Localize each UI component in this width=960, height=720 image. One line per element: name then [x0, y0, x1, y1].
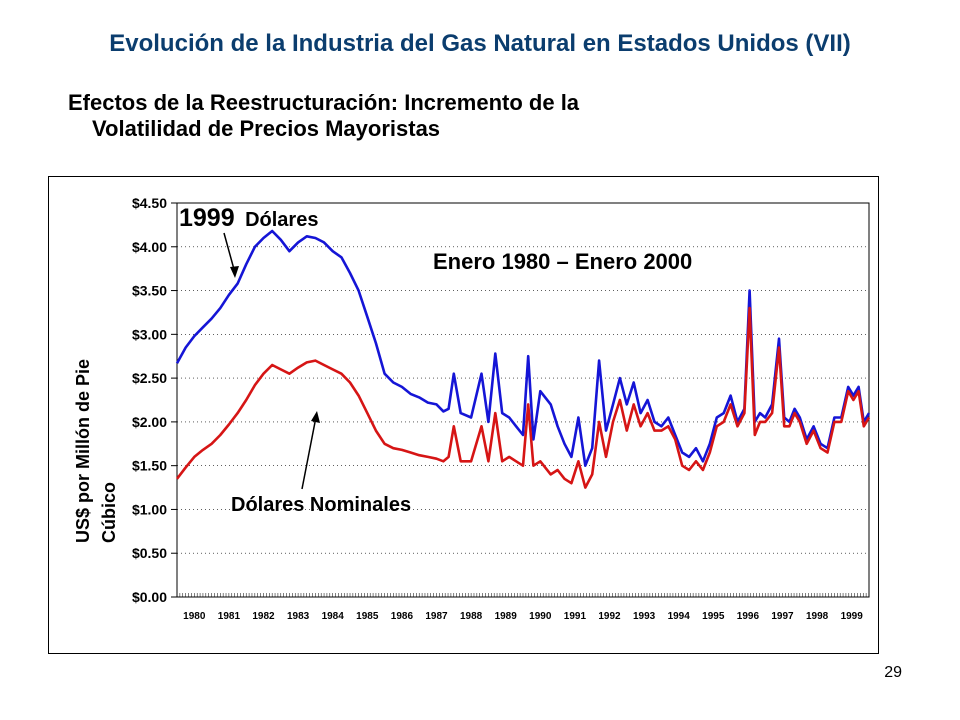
- y-tick-label: $0.50: [132, 545, 167, 561]
- x-tick-label: 1989: [495, 611, 518, 622]
- y-tick-label: $0.00: [132, 589, 167, 605]
- x-tick-label: 1993: [633, 611, 656, 622]
- series-lines: [175, 229, 871, 489]
- chart-frame: $0.00 $0.50 $1.00 $1.50 $2.00 $2.50 $3.00 $3.50…: [48, 176, 879, 654]
- page-number: 29: [884, 664, 902, 681]
- nominal-label-arrow: [301, 411, 320, 490]
- x-tick-label: 1985: [356, 611, 379, 622]
- series-line-nominal: [175, 306, 871, 489]
- chart-title: Enero 1980 – Enero 2000: [433, 249, 692, 274]
- y-tick-label: $3.00: [132, 326, 167, 342]
- y-axis-label-line-1: US$ por Millón de Pie: [73, 359, 93, 543]
- subtitle-line-1: Efectos de la Reestructuración: Incremen…: [68, 90, 580, 115]
- x-tick-label: 1990: [529, 611, 552, 622]
- x-tick-label: 1999: [841, 611, 864, 622]
- nominal-dollars-label: Dólares Nominales: [231, 494, 411, 516]
- x-tick-label: 1986: [391, 611, 414, 622]
- slide-subtitle: Efectos de la Reestructuración: Incremen…: [68, 90, 579, 142]
- y-tick-label: $2.50: [132, 370, 167, 386]
- real-dollars-label: 1999 Dólares: [179, 204, 318, 232]
- y-tick-label: $2.00: [132, 414, 167, 430]
- y-tick-label: $4.00: [132, 239, 167, 255]
- price-chart: $0.00 $0.50 $1.00 $1.50 $2.00 $2.50 $3.00 $3.50…: [73, 195, 871, 622]
- y-tick-label: $1.50: [132, 458, 167, 474]
- y-tick-label: $4.50: [132, 195, 167, 211]
- x-tick-label: 1984: [322, 611, 345, 622]
- y-tick-label: $3.50: [132, 283, 167, 299]
- x-tick-label: 1998: [806, 611, 829, 622]
- x-tick-labels: 1980 1981 1982 1983 1984 1985 1986 1987 1988 1989…: [183, 611, 863, 622]
- x-tick-label: 1987: [425, 611, 448, 622]
- x-tick-label: 1992: [598, 611, 621, 622]
- x-tick-label: 1995: [702, 611, 725, 622]
- x-tick-label: 1983: [287, 611, 310, 622]
- x-tick-label: 1991: [564, 611, 587, 622]
- x-tick-label: 1996: [737, 611, 760, 622]
- y-axis-label-line-2: Cúbico: [99, 482, 119, 543]
- x-tick-label: 1980: [183, 611, 206, 622]
- slide-title: Evolución de la Industria del Gas Natura…: [109, 30, 851, 57]
- subtitle-line-2: Volatilidad de Precios Mayoristas: [92, 116, 441, 141]
- real-label-arrow: [223, 232, 239, 278]
- real-label-year: 1999: [179, 204, 235, 232]
- x-tick-label: 1997: [771, 611, 794, 622]
- y-tick-labels: $0.00 $0.50 $1.00 $1.50 $2.00 $2.50 $3.00 $3.50…: [132, 195, 167, 605]
- y-tick-label: $1.00: [132, 501, 167, 517]
- x-tick-label: 1994: [668, 611, 691, 622]
- x-tick-label: 1981: [218, 611, 241, 622]
- x-tick-label: 1982: [252, 611, 275, 622]
- real-label-unit: Dólares: [245, 209, 318, 231]
- x-tick-label: 1988: [460, 611, 483, 622]
